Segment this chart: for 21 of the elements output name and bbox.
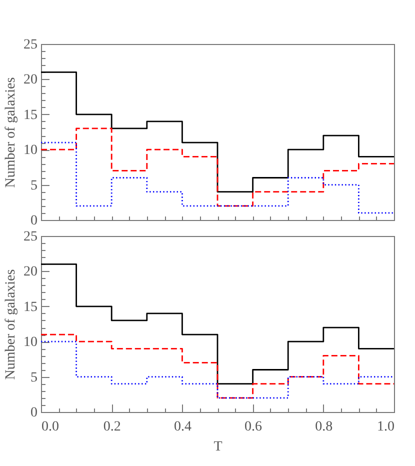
x-tick-label: 0.4 bbox=[174, 420, 192, 434]
y-axis-title: Number of galaxies bbox=[4, 269, 18, 380]
y-tick-label: 20 bbox=[24, 264, 38, 280]
x-tick-label: 0.2 bbox=[103, 420, 121, 434]
y-tick-label: 25 bbox=[24, 38, 38, 52]
y-tick-label: 10 bbox=[24, 143, 38, 158]
x-tick-label: 0.8 bbox=[315, 420, 333, 434]
y-tick-label: 0 bbox=[30, 406, 38, 420]
y-tick-label: 0 bbox=[30, 214, 38, 228]
x-axis-title: T bbox=[214, 440, 223, 454]
y-tick-label: 10 bbox=[24, 335, 38, 350]
y-tick-label: 5 bbox=[30, 178, 38, 194]
x-tick-label: 0.0 bbox=[42, 420, 59, 434]
y-tick-label: 5 bbox=[30, 370, 38, 386]
y-axis-title: Number of galaxies bbox=[4, 77, 18, 188]
x-tick-label: 1.0 bbox=[377, 420, 394, 434]
y-tick-label: 20 bbox=[24, 72, 38, 88]
x-tick-label: 0.6 bbox=[244, 420, 262, 434]
y-tick-label: 25 bbox=[24, 230, 38, 244]
y-tick-label: 15 bbox=[24, 108, 38, 123]
y-tick-label: 15 bbox=[24, 300, 38, 315]
